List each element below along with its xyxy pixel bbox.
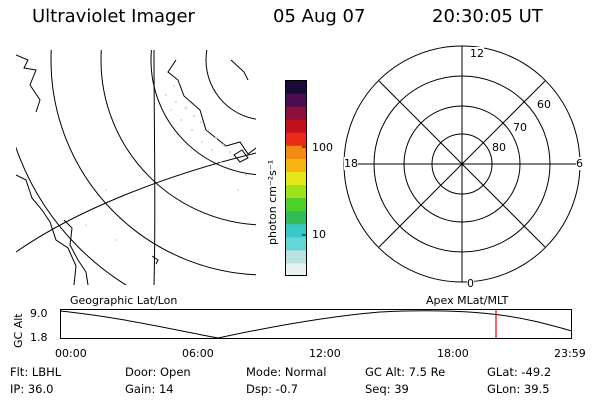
colorbar-tick-100: 100 — [312, 141, 333, 154]
colorbar — [285, 80, 307, 277]
instrument-title: Ultraviolet Imager — [32, 6, 195, 27]
polar-plot — [343, 45, 581, 283]
latitude-arc — [150, 50, 256, 176]
altitude-tick-low: 1.8 — [30, 331, 48, 344]
colorbar-tick-10: 10 — [312, 228, 326, 241]
apex-panel-label: Apex MLat/MLT — [426, 294, 509, 307]
mode-label: Mode: Normal — [246, 365, 327, 379]
time-tick-1200: 12:00 — [309, 347, 341, 360]
latitude-arc — [205, 50, 256, 120]
colorbar-segment — [285, 80, 307, 94]
time-tick-2359: 23:59 — [554, 347, 586, 360]
colorbar-frame — [285, 80, 307, 276]
time-label: 20:30:05 UT — [432, 6, 543, 27]
longitude-line — [153, 50, 156, 285]
colorbar-segment — [285, 236, 307, 251]
colorbar-segment — [285, 262, 307, 277]
altitude-plot-frame — [60, 309, 572, 339]
ip-label: IP: 36.0 — [10, 382, 54, 396]
longitude-line — [16, 152, 256, 253]
mlt-label-18: 18 — [344, 157, 358, 170]
dsp-label: Dsp: -0.7 — [246, 382, 299, 396]
colorbar-segment — [285, 210, 307, 225]
geographic-map — [16, 50, 256, 285]
mlat-label-70: 70 — [513, 121, 527, 134]
mlt-label-6: 6 — [576, 157, 583, 170]
altitude-tick-high: 9.0 — [30, 307, 48, 320]
colorbar-segment — [285, 184, 307, 199]
mlt-label-0: 0 — [467, 277, 474, 290]
latitude-arc — [50, 50, 256, 276]
colorbar-segment — [285, 171, 307, 186]
colorbar-segment — [285, 145, 307, 159]
altitude-curve — [59, 310, 573, 339]
filter-label: Flt: LBHL — [10, 365, 62, 379]
colorbar-segment — [285, 223, 307, 238]
glon-label: GLon: 39.5 — [487, 382, 550, 396]
door-label: Door: Open — [125, 365, 191, 379]
time-tick-0000: 00:00 — [55, 347, 87, 360]
colorbar-segment — [285, 197, 307, 212]
time-tick-1800: 18:00 — [437, 347, 469, 360]
coastline — [151, 255, 159, 265]
mlt-diagonal — [378, 80, 546, 248]
colorbar-segment — [285, 158, 307, 172]
coastline — [233, 149, 249, 163]
colorbar-segment — [285, 132, 307, 146]
glat-label: GLat: -49.2 — [487, 365, 552, 379]
coastline — [167, 59, 256, 155]
coastline — [63, 219, 89, 285]
seq-label: Seq: 39 — [365, 382, 409, 396]
mlat-label-60: 60 — [537, 98, 551, 111]
coastline — [230, 59, 249, 81]
colorbar-segment — [285, 93, 307, 107]
mlt-label-12: 12 — [470, 47, 484, 60]
colorbar-segment — [285, 249, 307, 264]
mlat-label-80: 80 — [492, 141, 506, 154]
coastline — [16, 54, 41, 113]
colorbar-unit-label: photon cm⁻²s⁻¹ — [266, 159, 279, 245]
latitude-arc — [100, 50, 256, 226]
altitude-plot — [59, 309, 573, 339]
altitude-axis-label: GC Alt — [12, 313, 25, 348]
date-label: 05 Aug 07 — [273, 6, 366, 27]
colorbar-segment — [285, 119, 307, 133]
gc-alt-label: GC Alt: 7.5 Re — [365, 365, 446, 379]
coastline — [16, 174, 77, 285]
time-tick-0600: 06:00 — [182, 347, 214, 360]
colorbar-segment — [285, 106, 307, 120]
gain-label: Gain: 14 — [125, 382, 174, 396]
geographic-panel-label: Geographic Lat/Lon — [70, 294, 178, 307]
